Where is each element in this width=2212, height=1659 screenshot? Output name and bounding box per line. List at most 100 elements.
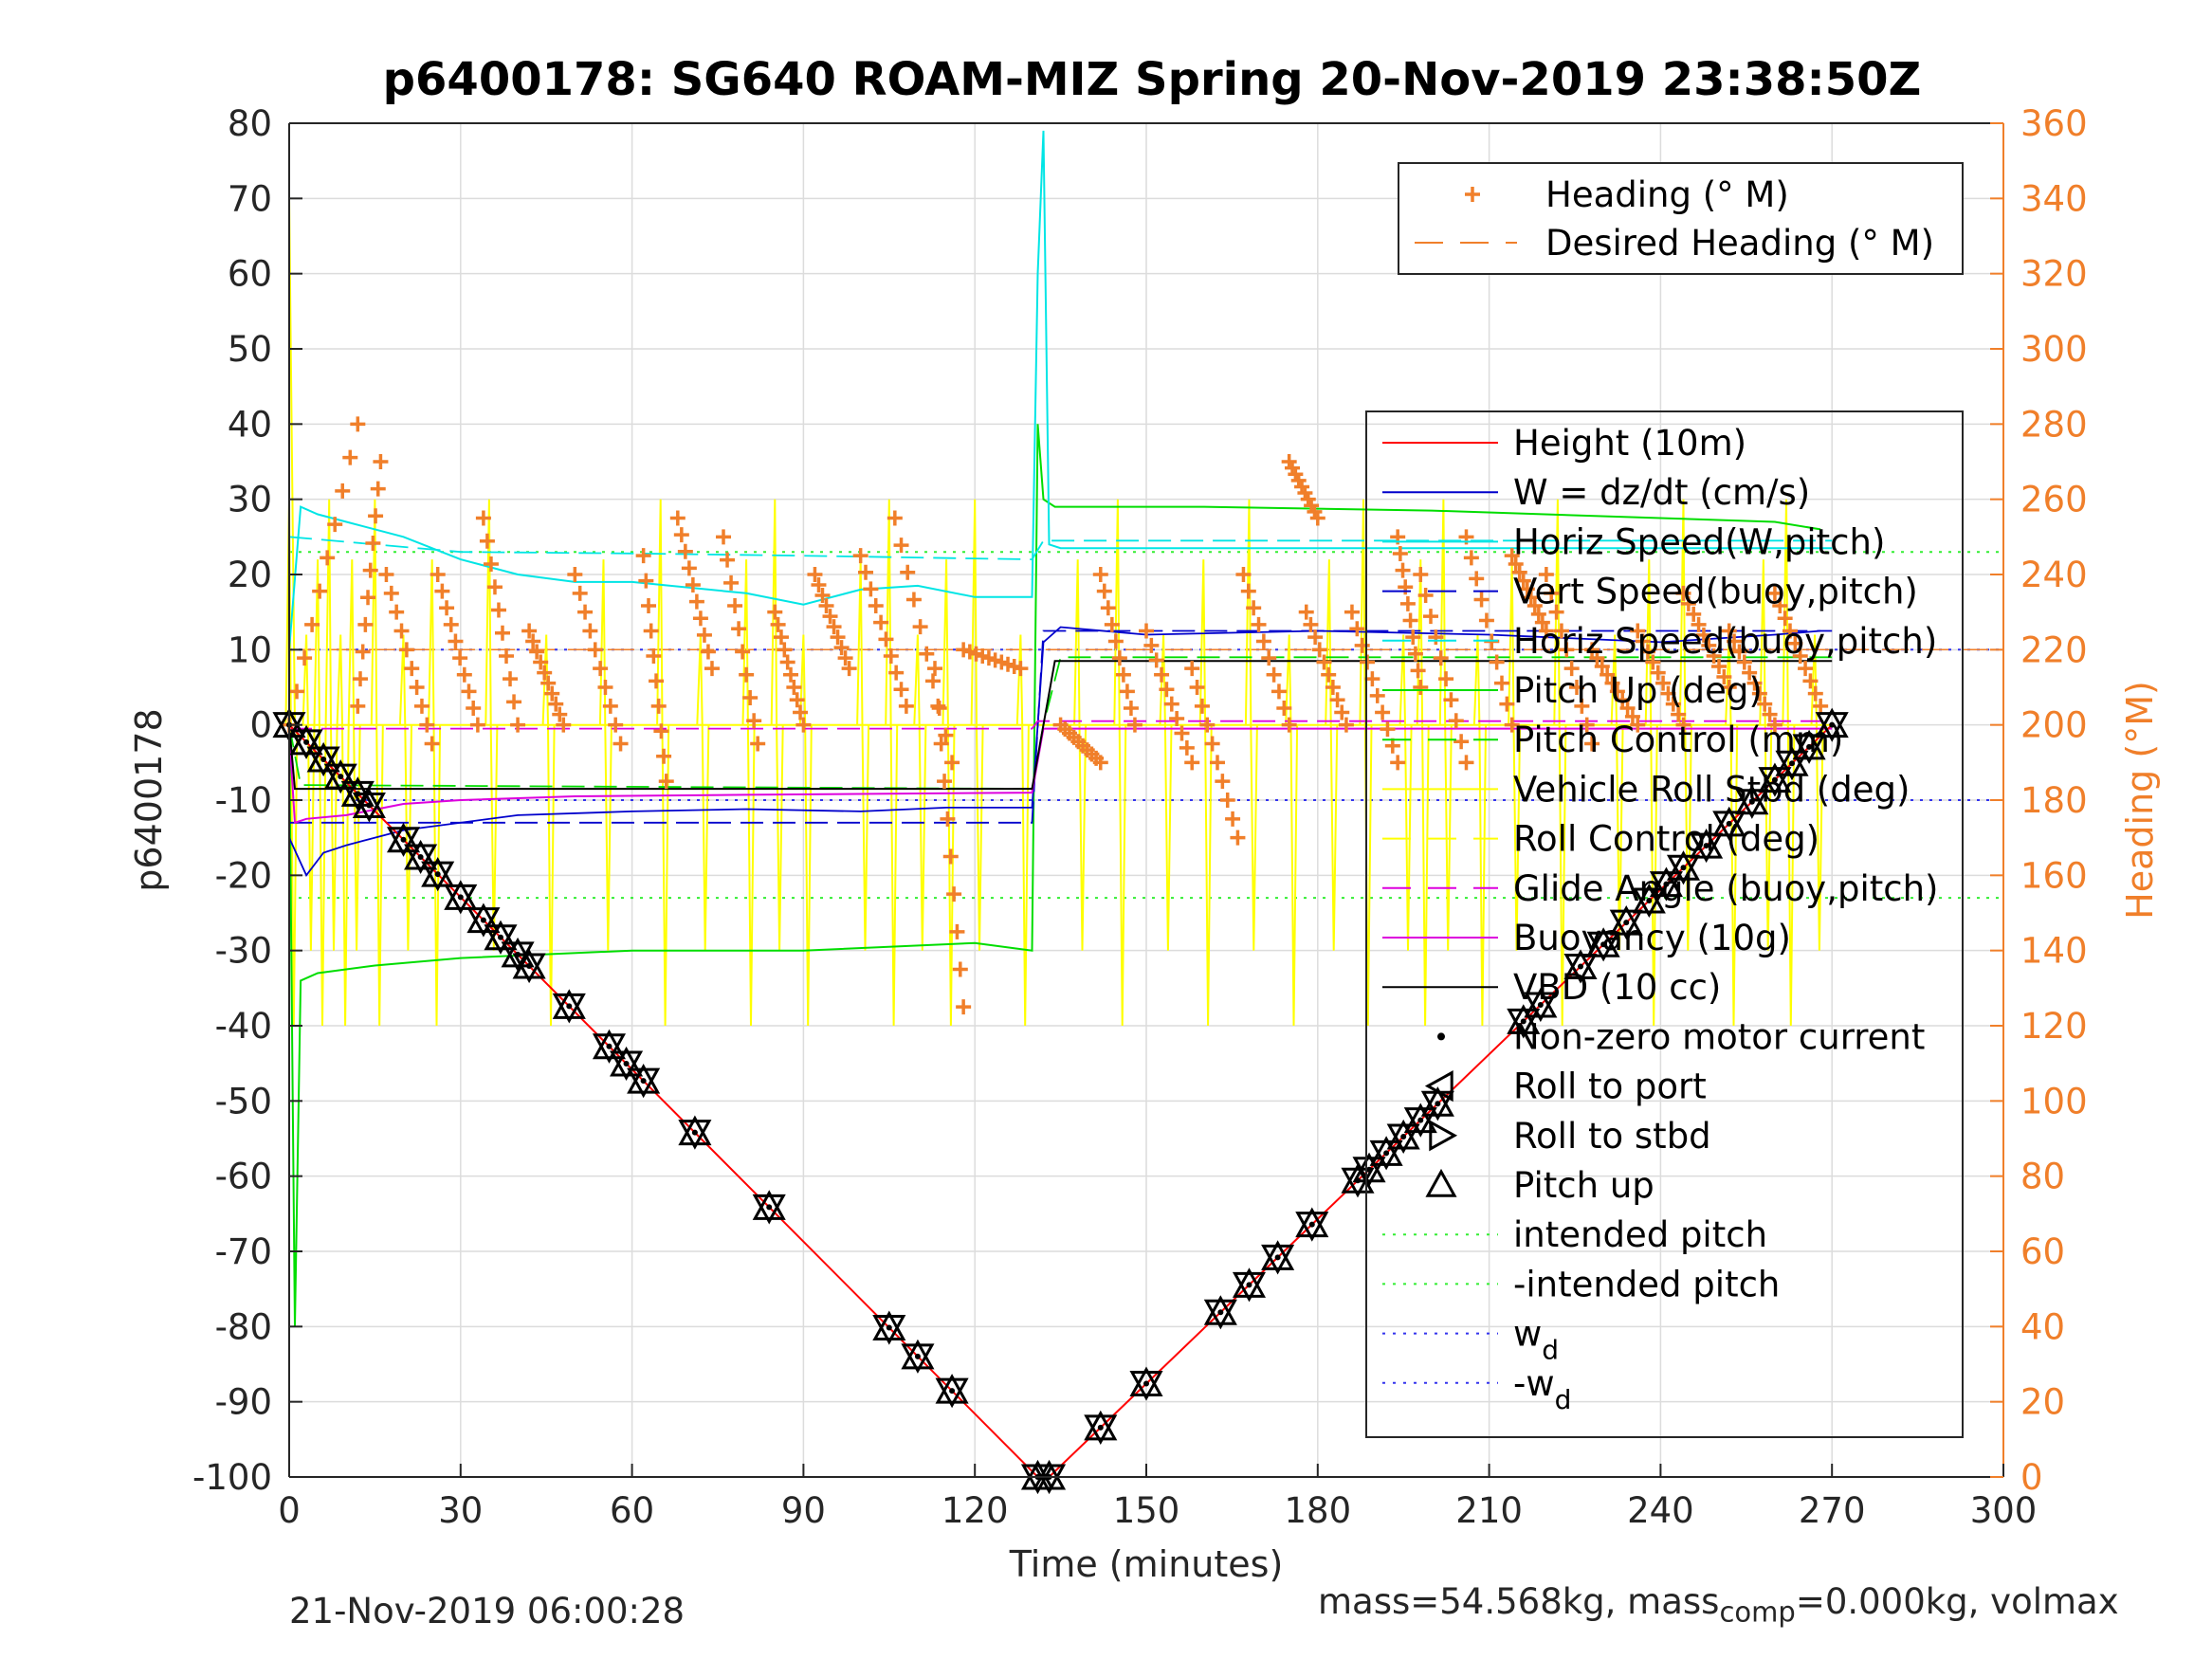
heading-point bbox=[1344, 604, 1360, 620]
motor-current-dot bbox=[1806, 743, 1813, 750]
pitch-down-marker bbox=[289, 729, 323, 759]
x-tick-label: 90 bbox=[781, 1490, 826, 1531]
heading-point bbox=[1380, 721, 1396, 738]
pitch-down-marker bbox=[1792, 734, 1826, 764]
motor-current-dot bbox=[1789, 760, 1796, 767]
pitch-down-marker bbox=[678, 1120, 712, 1150]
heading-point bbox=[833, 640, 850, 656]
heading-point bbox=[1569, 680, 1585, 695]
heading-point bbox=[1469, 571, 1485, 587]
heading-point bbox=[1706, 647, 1722, 664]
heading-point bbox=[357, 616, 374, 632]
y-right-tick-label: 20 bbox=[2020, 1382, 2065, 1423]
legend-swatch-triangle bbox=[1424, 1070, 1453, 1103]
heading-point bbox=[552, 706, 568, 722]
motor-current-dot bbox=[480, 917, 486, 923]
heading-point bbox=[1645, 654, 1661, 670]
pitch-down-marker bbox=[512, 953, 546, 984]
heading-point bbox=[1534, 614, 1550, 630]
heading-point bbox=[1619, 701, 1636, 717]
heading-point bbox=[608, 717, 624, 733]
heading-point bbox=[389, 604, 405, 620]
heading-point bbox=[529, 644, 545, 660]
heading-point bbox=[912, 619, 928, 635]
heading-point bbox=[952, 961, 968, 977]
heading-point bbox=[1204, 736, 1220, 752]
motor-current-dot bbox=[914, 1353, 921, 1359]
motor-current-dot bbox=[1623, 920, 1630, 926]
heading-point bbox=[593, 661, 609, 677]
heading-point bbox=[1746, 675, 1763, 691]
heading-point bbox=[723, 574, 740, 591]
pitch-down-marker bbox=[352, 792, 386, 823]
y-right-tick-label: 140 bbox=[2020, 931, 2088, 972]
heading-point bbox=[1148, 652, 1164, 668]
heading-point bbox=[638, 573, 654, 589]
heading-point bbox=[1660, 685, 1676, 702]
heading-point bbox=[355, 644, 371, 660]
legend-subscript: d bbox=[1555, 1384, 1572, 1415]
legend-main-label: Pitch Control (mm) bbox=[1513, 720, 1843, 760]
heading-point bbox=[1630, 623, 1646, 639]
heading-point bbox=[602, 698, 618, 714]
y-left-tick-label: -90 bbox=[215, 1382, 272, 1423]
heading-point bbox=[1311, 642, 1327, 658]
heading-point bbox=[413, 698, 430, 714]
legend-main-label: Non-zero motor current bbox=[1513, 1016, 1925, 1057]
legend-swatch-triangle bbox=[1425, 1168, 1457, 1197]
heading-point bbox=[822, 609, 838, 625]
heading-point bbox=[1515, 573, 1531, 589]
heading-point bbox=[490, 602, 506, 618]
y-left-tick-label: 50 bbox=[228, 329, 272, 370]
heading-point bbox=[1721, 680, 1737, 695]
x-tick-label: 300 bbox=[1970, 1490, 2038, 1531]
y-left-tick-label: 80 bbox=[228, 103, 272, 144]
heading-point bbox=[1655, 675, 1672, 691]
heading-point bbox=[1559, 642, 1575, 658]
heading-point bbox=[739, 666, 755, 683]
heading-point bbox=[1680, 595, 1696, 611]
heading-point bbox=[1276, 701, 1292, 717]
heading-point bbox=[1519, 581, 1535, 597]
heading-point bbox=[704, 661, 720, 677]
heading-point bbox=[893, 538, 909, 554]
heading-point bbox=[582, 623, 598, 639]
heading-point bbox=[1189, 680, 1205, 695]
heading-point bbox=[289, 684, 305, 700]
heading-point bbox=[1251, 616, 1267, 632]
heading-point bbox=[510, 717, 526, 733]
heading-point bbox=[544, 685, 560, 702]
legend-main-label: Buoyancy (10g) bbox=[1513, 918, 1791, 958]
heading-point bbox=[1807, 685, 1823, 702]
heading-point bbox=[1215, 774, 1231, 790]
heading-point bbox=[312, 583, 328, 599]
heading-point bbox=[681, 560, 697, 576]
legend-main-label: Roll to port bbox=[1513, 1066, 1707, 1107]
heading-point bbox=[868, 598, 884, 614]
x-tick-label: 180 bbox=[1284, 1490, 1351, 1531]
heading-point bbox=[1798, 661, 1814, 677]
heading-point bbox=[383, 585, 399, 601]
motor-current-dot bbox=[640, 1078, 647, 1085]
heading-point bbox=[1762, 706, 1778, 722]
heading-point bbox=[1563, 661, 1580, 677]
heading-point bbox=[1671, 706, 1687, 722]
heading-point bbox=[940, 811, 956, 827]
heading-point bbox=[1413, 567, 1429, 582]
pitch-down-marker bbox=[1261, 1244, 1295, 1275]
pitch-up-line bbox=[288, 424, 1821, 1327]
motor-current-dot bbox=[1829, 721, 1836, 728]
pitch-down-marker bbox=[404, 844, 438, 875]
legend-main-label: VBD (10 cc) bbox=[1513, 967, 1721, 1008]
motor-current-dot bbox=[1748, 798, 1755, 805]
heading-point bbox=[942, 848, 959, 865]
heading-point bbox=[503, 671, 519, 687]
axes: 0 30 60 90 120 150 180 210 240 270 300807060504030… bbox=[128, 103, 2161, 1585]
heading-point bbox=[378, 567, 394, 582]
heading-point bbox=[1751, 685, 1767, 702]
pitch-down-marker bbox=[1232, 1271, 1267, 1303]
motor-current-dot bbox=[566, 1003, 573, 1010]
heading-point bbox=[700, 644, 716, 660]
legend-top-label: Desired Heading (° M) bbox=[1545, 223, 1934, 264]
y-left-tick-label: -40 bbox=[215, 1006, 272, 1047]
